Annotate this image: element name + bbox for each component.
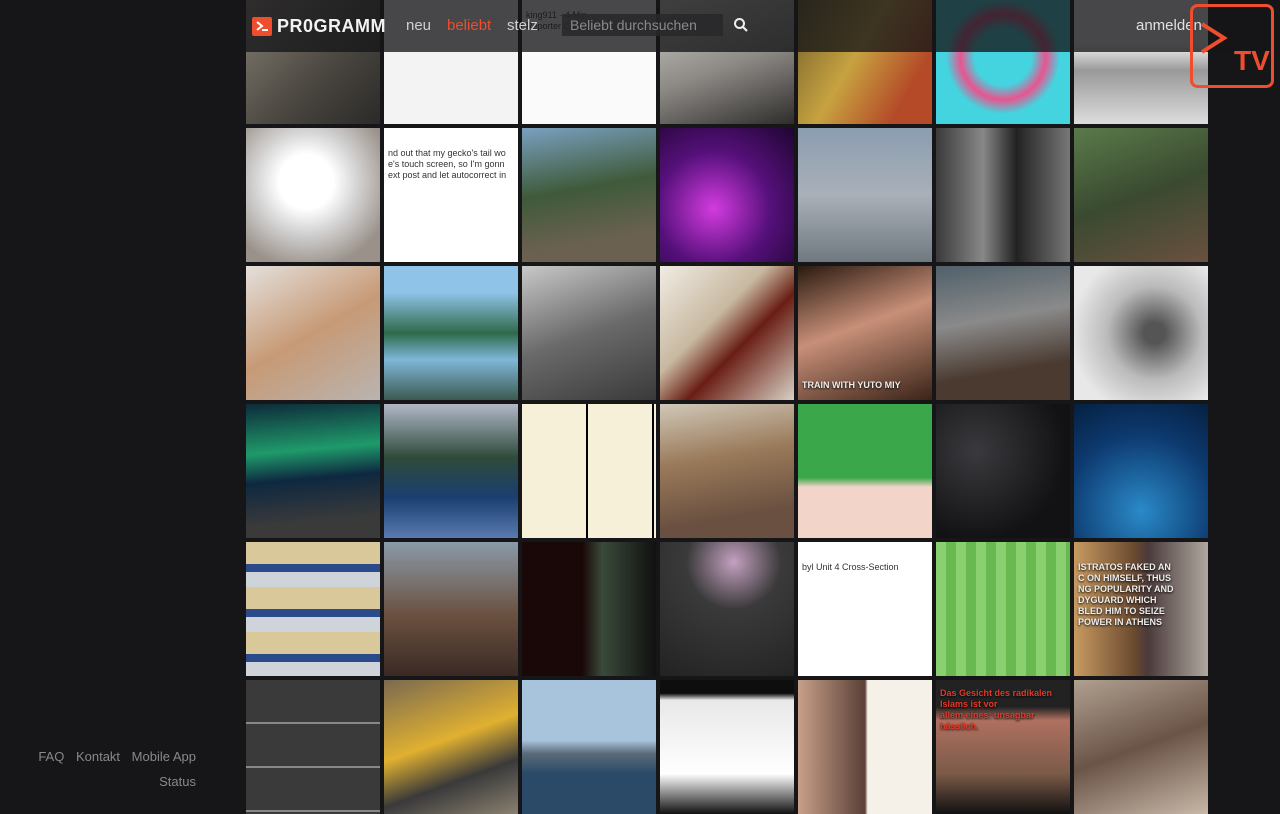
thumbnail-caption: byl Unit 4 Cross-Section [802,562,899,572]
thumbnail-blueprint-hall[interactable] [246,542,380,676]
top-bar [246,0,1280,52]
nav-tab-beliebt[interactable]: beliebt [447,17,492,34]
thumbnail-ww2-photo[interactable] [522,266,656,400]
thumbnail-cats-blanket[interactable] [384,542,518,676]
logo-text: PR0GRAMM [277,15,387,36]
thumbnail-meme-statue[interactable]: ISTRATOS FAKED AN C ON HIMSELF, THUS NG … [1074,542,1208,676]
thumbnail-fighters-truck[interactable] [1074,128,1208,262]
thumbnail-caption: nd out that my gecko's tail wo e's touch… [388,148,507,180]
thumbnail-cartoon-airport[interactable] [798,128,932,262]
thumbnail-fluffy-bird[interactable] [246,128,380,262]
thumbnail-data-table[interactable] [660,680,794,814]
thumbnail-chernobyl[interactable]: byl Unit 4 Cross-Section [798,542,932,676]
thumbnail-caption: ISTRATOS FAKED AN C ON HIMSELF, THUS NG … [1078,562,1174,627]
thumbnail-meme-grid[interactable] [246,680,380,814]
nav-tab-stelz[interactable]: stelz [507,17,538,34]
thumbnail-caption: Das Gesicht des radikalen Islams ist vor… [940,688,1053,731]
thumbnail-dark-room[interactable] [936,404,1070,538]
nav-tab-neu[interactable]: neu [406,17,432,34]
thumbnail-grid: king911 · 4 Min. Reporter Claims Helicop… [246,0,1214,814]
login-link[interactable]: anmelden [1136,17,1202,34]
logo[interactable]: PR0GRAMM [252,16,386,36]
sidebar: FAQ Kontakt Mobile App Status [0,0,246,800]
thumbnail-green-game[interactable] [798,404,932,538]
tv-badge-text: TV [1234,45,1270,76]
thumbnail-singer[interactable]: TRAIN WITH YUTO MIY [798,266,932,400]
thumbnail-caption: TRAIN WITH YUTO MIY [802,380,901,390]
footer-link-kontakt[interactable]: Kontakt [75,749,121,764]
thumbnail-dark-lamp[interactable] [660,542,794,676]
thumbnail-soldiers-forest[interactable] [522,128,656,262]
search-input[interactable] [562,14,723,36]
thumbnail-sketch-portrait[interactable] [1074,266,1208,400]
thumbnail-mountain-lake[interactable] [384,266,518,400]
tv-logo-icon: TV [1190,4,1274,88]
thumbnail-kittens-floor[interactable] [246,266,380,400]
tv-badge[interactable]: TV [1190,4,1274,88]
thumbnail-comic-strip[interactable] [522,404,656,538]
thumbnail-crowd-room[interactable] [1074,680,1208,814]
footer-link-mobile-app[interactable]: Mobile App [131,749,196,764]
thumbnail-red-pen[interactable] [660,266,794,400]
thumbnail-gecko-post[interactable]: nd out that my gecko's tail wo e's touch… [384,128,518,262]
thumbnail-aurora-ship[interactable] [246,404,380,538]
search-icon[interactable] [733,17,749,33]
terminal-prompt-icon [252,16,272,36]
thumbnail-mirror-trees[interactable] [384,404,518,538]
footer-link-status[interactable]: Status [159,774,196,789]
thumbnail-yellow-machine[interactable] [384,680,518,814]
footer-links: FAQ Kontakt Mobile App Status [0,744,196,794]
thumbnail-two-faces[interactable] [936,128,1070,262]
thumbnail-erdogan-quote[interactable] [798,680,932,814]
thumbnail-scifi-wreck[interactable] [936,266,1070,400]
thumbnail-canyon-road[interactable] [660,404,794,538]
thumbnail-red-text-collage[interactable] [522,542,656,676]
thumbnail-shark-tunnel[interactable] [1074,404,1208,538]
thumbnail-pokemon-game[interactable] [936,542,1070,676]
thumbnail-purple-forest[interactable] [660,128,794,262]
footer-link-faq[interactable]: FAQ [38,749,65,764]
thumbnail-warship[interactable] [522,680,656,814]
thumbnail-radical-faces[interactable]: Das Gesicht des radikalen Islams ist vor… [936,680,1070,814]
